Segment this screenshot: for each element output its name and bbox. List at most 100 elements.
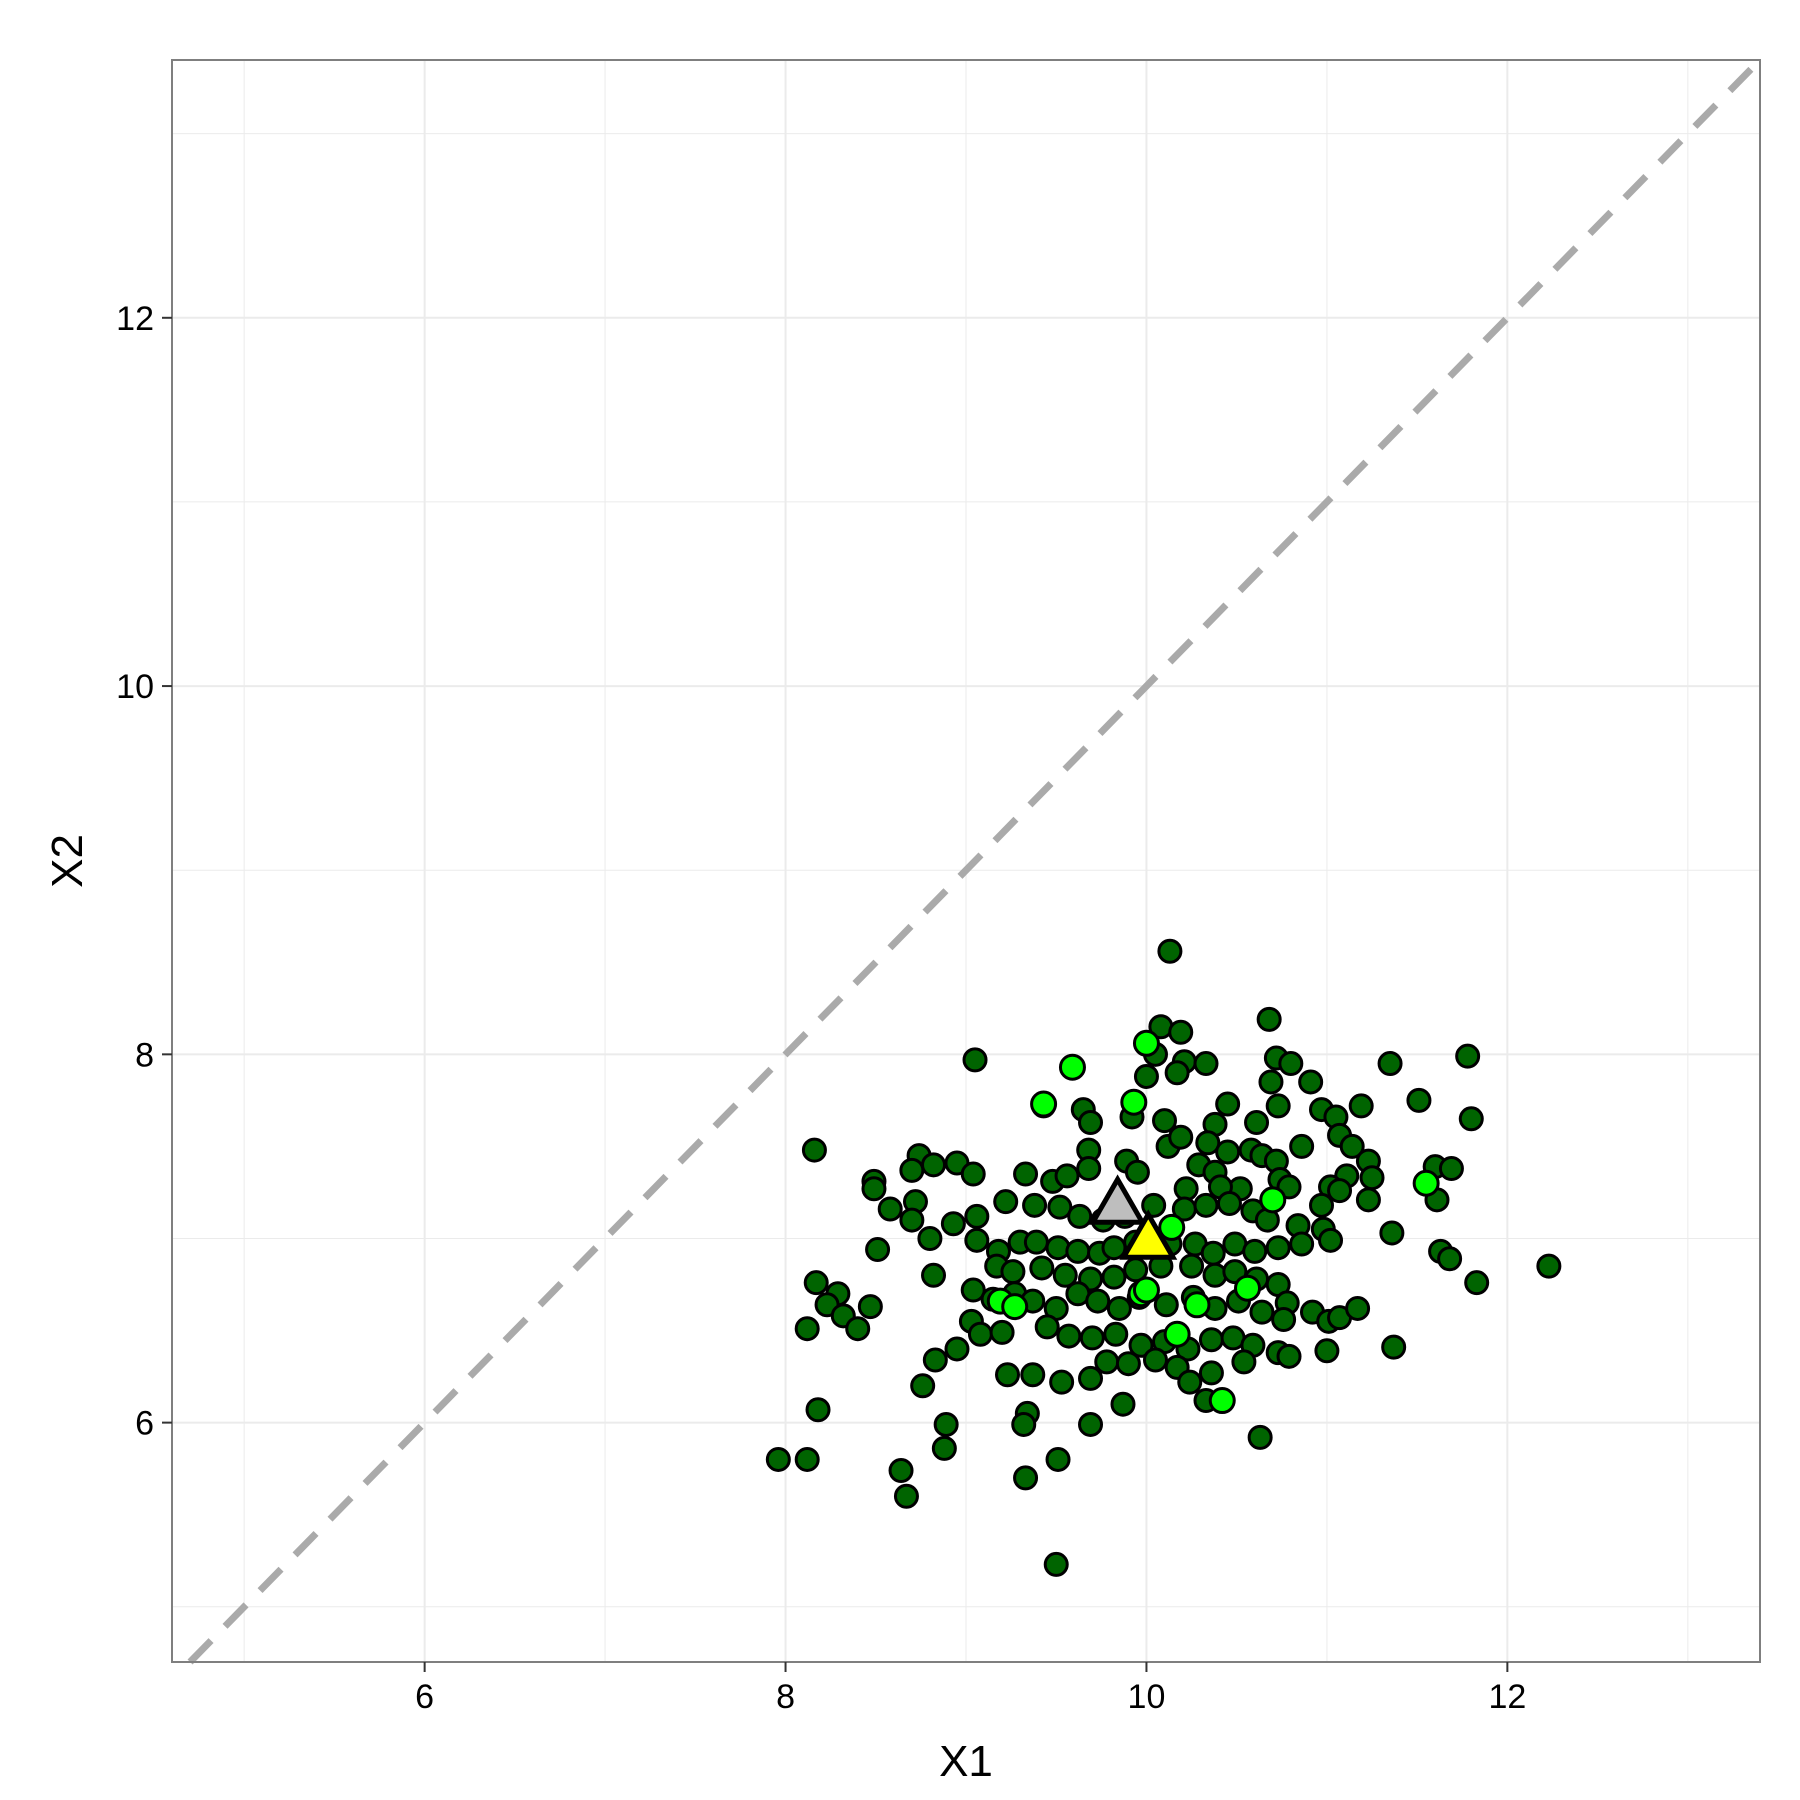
data-point [922,1347,948,1373]
data-point [1034,1314,1060,1340]
data-point [1289,1231,1315,1257]
data-point [1085,1288,1111,1314]
y-tick-label: 12 [116,300,154,338]
data-point [1406,1087,1432,1113]
data-point [1022,1192,1048,1218]
data-point [1056,1323,1082,1349]
plot-panel-border [171,59,1761,1663]
data-points [765,938,1562,1577]
data-point [794,1446,820,1472]
data-point [1168,1124,1194,1150]
data-point [1124,1159,1150,1185]
data-point [1157,938,1183,964]
data-point [1298,1069,1324,1095]
data-point [1049,1369,1075,1395]
data-point [1101,1264,1127,1290]
data-point [1339,1133,1365,1159]
data-point [910,1373,936,1399]
data-point [877,1196,903,1222]
data-point [921,1262,947,1288]
data-point [1215,1139,1241,1165]
x-tick-label: 12 [1488,1678,1526,1716]
data-point [1023,1229,1049,1255]
data-point [1195,1130,1221,1156]
data-point [1198,1360,1224,1386]
data-point [1359,1165,1385,1191]
data-point [917,1225,943,1251]
data-point [1141,1192,1167,1218]
data-point [899,1207,925,1233]
data-point [1120,1088,1148,1116]
data-point [940,1211,966,1237]
data-point [1054,1163,1080,1189]
data-point [1464,1270,1490,1296]
data-point [1168,1019,1194,1045]
data-point [1094,1349,1120,1375]
data-point [1271,1307,1297,1333]
data-point [960,1277,986,1303]
data-point [1412,1169,1440,1197]
data-point [1318,1227,1344,1253]
data-point [1193,1192,1219,1218]
data-point [1164,1060,1190,1086]
data-point [1173,1176,1199,1202]
data-point [1348,1093,1374,1119]
data-point [1216,1190,1242,1216]
data-point [1058,1053,1086,1081]
data-point [1065,1238,1091,1264]
data-point [1078,1365,1104,1391]
data-point [1052,1262,1078,1288]
y-tick-label: 10 [116,668,154,706]
data-point [1276,1343,1302,1369]
data-point [1078,1109,1104,1135]
data-point [1013,1161,1039,1187]
data-point [1345,1295,1371,1321]
data-point [1163,1320,1191,1348]
data-point [888,1457,914,1483]
data-point [989,1319,1015,1345]
data-point [1438,1156,1464,1182]
data-point [964,1227,990,1253]
data-point [1355,1187,1381,1213]
data-point [1215,1091,1241,1117]
identity-reference-line [187,57,1763,1665]
data-point [1193,1051,1219,1077]
data-point [1536,1253,1562,1279]
x-tick-label: 8 [776,1678,795,1716]
data-point [1045,1446,1071,1472]
data-point [1079,1325,1105,1351]
data-point [1308,1192,1334,1218]
data-point [1132,1029,1160,1057]
data-point [1000,1259,1026,1285]
data-point [931,1435,957,1461]
data-point [1115,1351,1141,1377]
data-point [1045,1235,1071,1261]
data-point [921,1152,947,1178]
data-point [1029,1255,1055,1281]
data-point [1030,1090,1058,1118]
x-tick-label: 10 [1128,1678,1166,1716]
data-point [1314,1338,1340,1364]
data-point [1259,1186,1287,1214]
data-point [1208,1387,1236,1415]
data-point [865,1237,891,1263]
y-tick-label: 8 [135,1036,154,1074]
data-point [1231,1349,1257,1375]
data-point [1256,1006,1282,1032]
data-point [861,1176,887,1202]
data-point [1179,1253,1205,1279]
y-tick-label: 6 [135,1405,154,1443]
data-point [960,1161,986,1187]
data-point [1198,1327,1224,1353]
triangle-marker [1119,1209,1178,1260]
data-point [967,1321,993,1347]
data-point [1381,1334,1407,1360]
grid-lines [172,60,1760,1662]
data-point [1249,1299,1275,1325]
data-point [1158,1213,1186,1241]
data-point [1013,1465,1039,1491]
data-point [803,1270,829,1296]
data-point [1177,1369,1203,1395]
data-point [944,1336,970,1362]
